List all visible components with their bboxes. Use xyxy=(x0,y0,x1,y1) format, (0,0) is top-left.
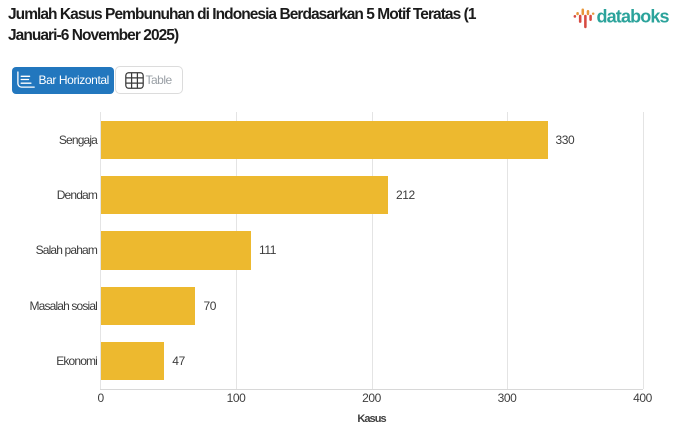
svg-text:databoks: databoks xyxy=(597,8,670,27)
